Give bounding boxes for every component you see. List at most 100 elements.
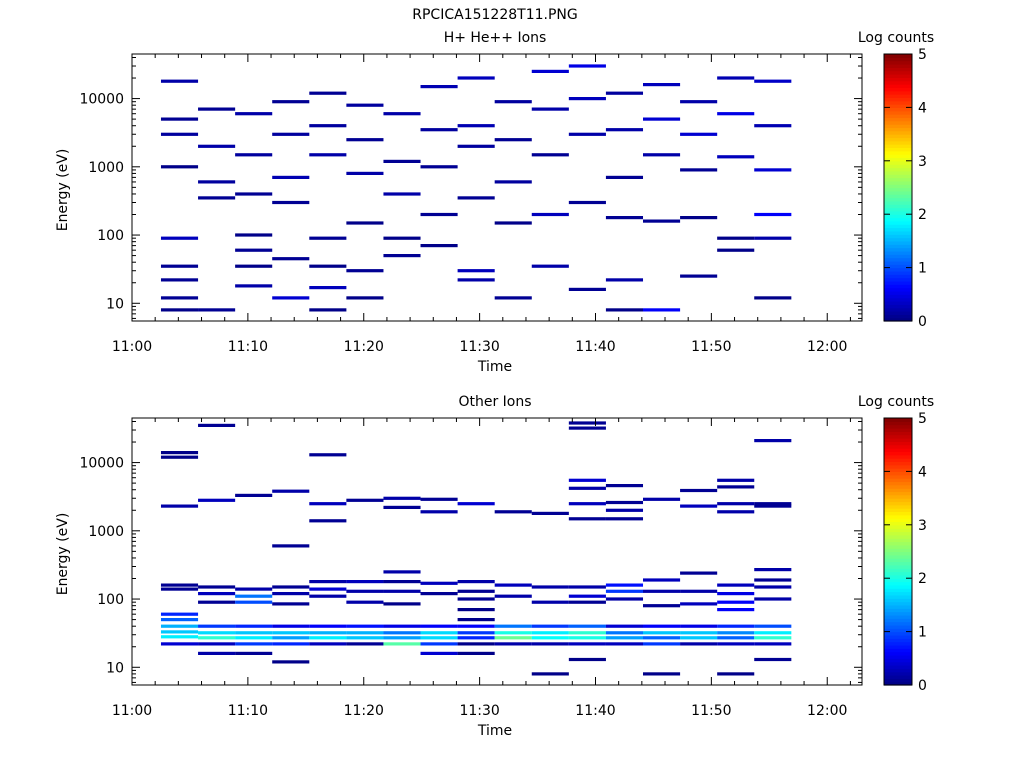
heatmap-cell <box>235 153 273 157</box>
heatmap-cell <box>235 248 273 252</box>
colorbar-segment <box>884 187 912 192</box>
heatmap-cell <box>680 488 718 493</box>
heatmap-cell <box>457 642 495 646</box>
heatmap-cell <box>605 500 644 505</box>
heatmap-cell <box>272 257 310 261</box>
heatmap-cell <box>531 585 569 589</box>
colorbar-segment <box>884 184 912 189</box>
colorbar-tick-label: 5 <box>918 411 927 427</box>
heatmap-cell <box>383 636 421 640</box>
heatmap-cell <box>717 636 755 640</box>
heatmap-cell <box>754 124 792 128</box>
colorbar-segment <box>884 317 912 322</box>
heatmap-cell <box>568 486 606 490</box>
heatmap-cell <box>160 236 199 240</box>
heatmap-cell <box>457 651 495 655</box>
colorbar-segment <box>884 60 912 65</box>
colorbar-segment <box>884 160 912 165</box>
heatmap-cell <box>420 212 458 217</box>
colorbar-segment <box>884 100 912 105</box>
heatmap-cell <box>643 642 681 646</box>
colorbar-segment <box>884 144 912 149</box>
colorbar-segment <box>884 250 912 255</box>
heatmap-cell <box>680 589 718 593</box>
heatmap-cell <box>346 103 384 107</box>
heatmap-cell <box>272 489 310 493</box>
colorbar-segment <box>884 214 912 219</box>
colorbar-segment <box>884 280 912 285</box>
colorbar-segment <box>884 641 912 646</box>
colorbar-segment <box>884 564 912 569</box>
heatmap-cell <box>309 236 347 240</box>
colorbar-segment <box>884 534 912 539</box>
heatmap-cell <box>643 672 681 676</box>
colorbar-segment <box>884 304 912 309</box>
colorbar-segment <box>884 190 912 195</box>
heatmap-cell <box>457 278 495 282</box>
heatmap-cell <box>198 498 236 502</box>
heatmap-cell <box>680 571 718 575</box>
colorbar-segment <box>884 661 912 666</box>
heatmap-cell <box>346 296 384 300</box>
heatmap-cell <box>457 124 495 128</box>
colorbar-segment <box>884 254 912 259</box>
heatmap-cell <box>754 631 792 635</box>
heatmap-cell <box>346 138 384 142</box>
heatmap-cell <box>309 124 347 128</box>
colorbar-segment <box>884 244 912 249</box>
heatmap-cell <box>346 642 384 646</box>
colorbar-frame <box>883 417 913 686</box>
colorbar-segment <box>884 508 912 513</box>
colorbar-segment <box>884 481 912 486</box>
heatmap-cell <box>754 212 792 217</box>
heatmap-cell <box>346 171 384 175</box>
colorbar-segment <box>884 621 912 626</box>
heatmap-cell <box>605 308 644 312</box>
colorbar-segment <box>884 488 912 493</box>
heatmap-cell <box>383 589 421 593</box>
heatmap-cell <box>383 192 421 196</box>
heatmap-cell <box>309 587 347 591</box>
heatmap-cell <box>160 132 199 136</box>
colorbar-label: Log counts <box>858 30 934 46</box>
colorbar-segment <box>884 294 912 299</box>
x-axis-label: Time <box>477 359 512 375</box>
heatmap-cell <box>605 216 644 220</box>
heatmap-cell <box>605 636 644 640</box>
x-tick-label: 11:40 <box>575 703 615 719</box>
colorbar-segment <box>884 107 912 112</box>
colorbar-segment <box>884 504 912 509</box>
colorbar-segment <box>884 574 912 579</box>
heatmap-cell <box>680 132 718 136</box>
heatmap-cell <box>643 497 681 501</box>
heatmap-cell <box>568 132 606 136</box>
colorbar-segment <box>884 90 912 95</box>
heatmap-cell <box>457 597 495 601</box>
heatmap-cell <box>235 624 273 628</box>
x-axis-label: Time <box>477 723 512 739</box>
heatmap-cell <box>420 651 458 655</box>
heatmap-cell <box>198 592 236 596</box>
heatmap-cell <box>272 585 310 589</box>
heatmap-cell <box>643 578 681 582</box>
x-tick-label: 11:50 <box>691 339 731 355</box>
colorbar-segment <box>884 518 912 523</box>
colorbar-segment <box>884 264 912 269</box>
heatmap-cell <box>198 642 236 646</box>
colorbar-segment <box>884 514 912 519</box>
y-tick-label: 1000 <box>88 524 124 540</box>
heatmap-cell <box>754 636 792 640</box>
heatmap-cells <box>160 64 792 312</box>
colorbar-segment <box>884 658 912 663</box>
heatmap-cell <box>309 631 347 635</box>
heatmap-cell <box>420 624 458 628</box>
heatmap-cell <box>309 594 347 598</box>
colorbar-segment <box>884 300 912 305</box>
colorbar-segment <box>884 624 912 629</box>
heatmap-cell <box>643 631 681 635</box>
x-tick-label: 11:00 <box>112 703 152 719</box>
colorbar-segment <box>884 234 912 239</box>
heatmap-cell <box>568 64 606 68</box>
heatmap-cell <box>346 636 384 640</box>
heatmap-cell <box>235 493 273 497</box>
